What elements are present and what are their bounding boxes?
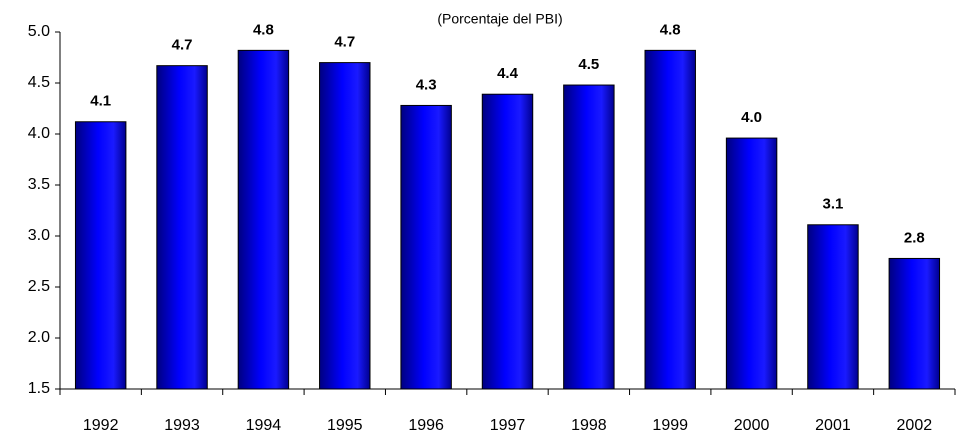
- bar: [563, 84, 615, 390]
- data-label: 4.8: [660, 21, 681, 38]
- y-tick-label: 5.0: [28, 23, 50, 40]
- x-tick-label: 2000: [734, 417, 770, 434]
- bar: [74, 121, 127, 390]
- data-label: 4.7: [172, 37, 193, 54]
- y-tick-label: 3.0: [28, 227, 50, 244]
- bar: [807, 224, 859, 390]
- bar: [156, 65, 208, 390]
- data-label: 4.5: [578, 56, 599, 73]
- data-label: 4.0: [741, 109, 762, 126]
- x-tick-label: 1993: [164, 417, 200, 434]
- data-label: 4.7: [334, 34, 355, 51]
- x-tick-label: 2002: [897, 417, 933, 434]
- bar: [400, 104, 452, 390]
- y-tick-label: 3.5: [28, 176, 50, 193]
- y-tick-label: 2.0: [28, 329, 50, 346]
- bar: [237, 49, 290, 390]
- x-tick-label: 1998: [571, 417, 607, 434]
- data-label: 2.8: [904, 229, 925, 246]
- bar: [888, 257, 941, 390]
- bar: [725, 137, 778, 390]
- chart-subtitle: (Porcentaje del PBI): [437, 11, 562, 27]
- data-label: 4.8: [253, 21, 274, 38]
- x-tick-label: 1999: [652, 417, 688, 434]
- x-tick-label: 1996: [408, 417, 444, 434]
- bar: [481, 93, 534, 390]
- x-tick-label: 1992: [83, 417, 119, 434]
- x-tick-label: 2001: [815, 417, 851, 434]
- bar: [644, 49, 696, 390]
- y-tick-label: 1.5: [28, 380, 50, 397]
- y-tick-label: 4.5: [28, 74, 50, 91]
- y-tick-label: 2.5: [28, 278, 50, 295]
- data-label: 3.1: [823, 196, 844, 213]
- data-label: 4.4: [497, 65, 519, 82]
- data-label: 4.1: [90, 93, 111, 110]
- data-label: 4.3: [416, 76, 437, 93]
- x-tick-label: 1995: [327, 417, 363, 434]
- x-tick-label: 1997: [490, 417, 526, 434]
- bar: [319, 62, 371, 390]
- y-tick-label: 4.0: [28, 125, 50, 142]
- x-tick-label: 1994: [246, 417, 282, 434]
